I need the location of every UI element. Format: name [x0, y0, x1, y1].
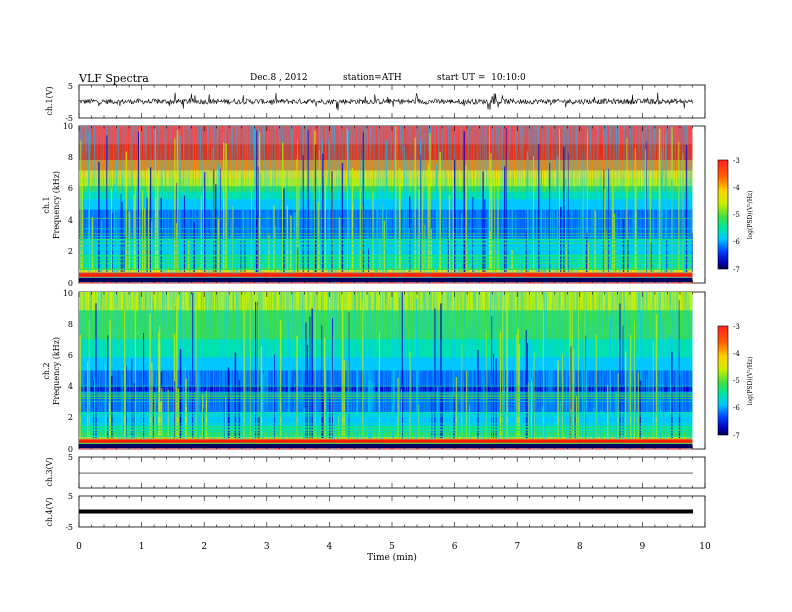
ch1-cbar-tick-5: -5	[733, 211, 740, 219]
ch2-colorbar-label: log(PSD)(V²/Hz)	[747, 357, 754, 406]
ch1-ytick-2: 2	[68, 247, 73, 256]
ch1-channel-label: ch.1	[42, 196, 51, 213]
xtick-6: 6	[452, 542, 458, 552]
start-time-label: start UT = 10:10:0	[437, 73, 526, 83]
ch2-ytick-0: 0	[68, 445, 73, 454]
ch1-ytick-6: 6	[68, 184, 73, 193]
spectrogram-strong-line	[79, 273, 693, 277]
ch2-frequency-label: Frequency (kHz)	[52, 337, 61, 405]
xtick-5: 5	[389, 542, 395, 552]
ch1-waveform-trace	[78, 92, 693, 111]
ch2-colorbar	[717, 325, 729, 436]
xtick-4: 4	[327, 542, 333, 552]
ch1-waveform-panel: 5 -5 ch.1(V)	[45, 82, 706, 123]
ch1-ytick-0: 0	[68, 279, 73, 288]
ch1-frequency-label: Frequency (kHz)	[52, 171, 61, 239]
spectrogram-strong-line	[79, 439, 693, 443]
spectrogram-noise	[79, 126, 693, 283]
ch1-ytick-4: 4	[68, 216, 73, 225]
ch3-waveform-frame	[78, 456, 706, 489]
ch1-ytick-top: 5	[68, 82, 73, 91]
ch2-cbar-tick-4: -4	[733, 350, 740, 358]
ch1-ytick-10: 10	[63, 122, 73, 131]
spectrogram-baseline	[79, 278, 693, 282]
ch3-ylabel: ch.3(V)	[45, 457, 54, 486]
ch2-cbar-tick-5: -5	[733, 377, 740, 385]
chart-title: VLF Spectra	[79, 72, 149, 85]
xtick-9: 9	[640, 542, 646, 552]
ch2-cbar-tick-7: -7	[733, 432, 740, 440]
ch1-spectrogram-panel: 10 8 6 4 2 0 ch.1 Frequency (kHz) -3 -4 …	[42, 122, 754, 288]
xtick-8: 8	[577, 542, 583, 552]
xtick-3: 3	[264, 542, 270, 552]
station-label: station=ATH	[343, 73, 402, 83]
ch2-ytick-10: 10	[63, 289, 73, 298]
ch1-colorbar-label: log(PSD)(V²/Hz)	[747, 191, 754, 240]
x-axis-label: Time (min)	[367, 552, 417, 563]
x-axis: 0 1 2 3 4 5 6 7 8 9 10 Time (min)	[76, 542, 711, 563]
ch4-waveform-trace	[79, 509, 693, 514]
ch2-channel-label: ch.2	[42, 362, 51, 379]
date-label: Dec.8 , 2012	[250, 73, 308, 83]
ch2-cbar-tick-3: -3	[733, 323, 740, 331]
ch1-cbar-tick-7: -7	[733, 266, 740, 274]
ch1-cbar-tick-6: -6	[733, 238, 740, 246]
ch1-spectrogram-image	[79, 126, 693, 284]
ch4-ylabel: ch.4(V)	[45, 497, 54, 526]
spectrogram-baseline	[79, 444, 693, 448]
ch4-ytick-bottom: -5	[65, 523, 73, 532]
xtick-0: 0	[76, 542, 82, 552]
ch2-ytick-8: 8	[68, 320, 73, 329]
ch1-ytick-8: 8	[68, 153, 73, 162]
ch1-colorbar	[717, 159, 729, 270]
ch1-cbar-tick-4: -4	[733, 184, 740, 192]
xtick-1: 1	[139, 542, 145, 552]
ch1-ylabel: ch.1(V)	[45, 86, 54, 115]
xtick-2: 2	[201, 542, 207, 552]
ch4-ytick-top: 5	[68, 492, 73, 501]
xtick-10: 10	[699, 542, 711, 552]
ch3-waveform-panel: 5 ch.3(V)	[45, 453, 706, 489]
x-axis-ticks	[78, 85, 706, 527]
ch2-spectrogram-panel: 10 8 6 4 2 0 ch.2 Frequency (kHz) -3 -4 …	[42, 289, 754, 454]
ch4-waveform-panel: 5 -5 ch.4(V)	[45, 492, 706, 532]
ch1-cbar-tick-3: -3	[733, 157, 740, 165]
ch3-ytick-top: 5	[68, 453, 73, 462]
ch2-ytick-4: 4	[68, 382, 73, 391]
xtick-7: 7	[514, 542, 520, 552]
ch2-ytick-2: 2	[68, 413, 73, 422]
ch2-spectrogram-image	[79, 292, 693, 450]
ch2-cbar-tick-6: -6	[733, 404, 740, 412]
ch1-ytick-bottom: -5	[65, 114, 73, 123]
ch2-ytick-6: 6	[68, 351, 73, 360]
